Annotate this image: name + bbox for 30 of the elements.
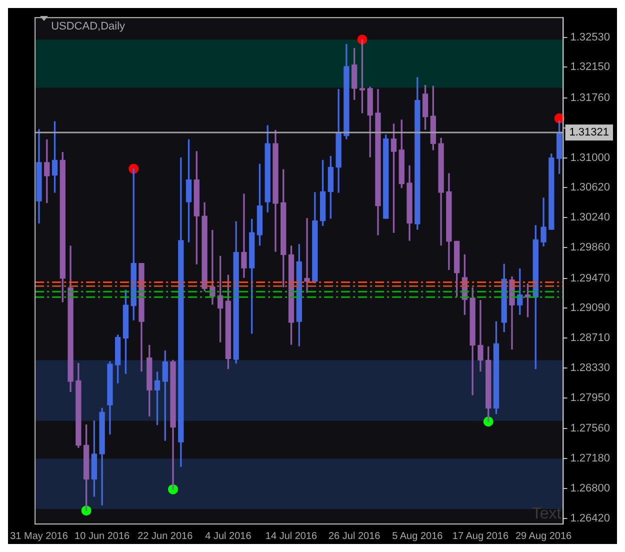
- ref-line-label: 1.31321: [569, 126, 610, 139]
- y-tick-label: 1.27560: [570, 422, 610, 435]
- y-tick-label: 1.32530: [570, 31, 610, 44]
- y-tick-label: 1.27950: [570, 392, 610, 404]
- candlestick: [241, 194, 247, 278]
- x-tick-label: 10 Jun 2016: [74, 530, 130, 542]
- y-tick-label: 1.28330: [570, 362, 610, 374]
- y-tick-label: 1.27180: [570, 452, 610, 465]
- y-tick-label: 1.29860: [570, 242, 610, 254]
- y-tick-label: 1.30240: [570, 212, 610, 224]
- x-tick-label: 29 Aug 2016: [515, 530, 572, 542]
- x-tick-label: 31 May 2016: [10, 530, 68, 542]
- x-tick-label: 5 Aug 2016: [392, 530, 444, 542]
- y-tick-label: 1.32150: [570, 61, 610, 74]
- x-tick-label: 22 Jun 2016: [138, 530, 194, 542]
- y-tick-label: 1.30620: [570, 182, 610, 194]
- y-tick-label: 1.29470: [570, 272, 610, 284]
- y-tick-label: 1.26800: [570, 482, 610, 495]
- x-tick-label: 26 Jul 2016: [328, 530, 381, 542]
- candlestick: [478, 300, 484, 372]
- chart-title: USDCAD,Daily: [51, 20, 126, 33]
- y-tick-label: 1.31000: [570, 152, 610, 164]
- y-tick-label: 1.28710: [570, 332, 610, 344]
- x-tick-label: 17 Aug 2016: [452, 530, 509, 542]
- candlestick: [304, 218, 310, 293]
- y-tick-label: 1.31760: [570, 92, 610, 104]
- x-tick-label: 14 Jul 2016: [265, 530, 318, 542]
- y-tick-label: 1.26420: [570, 512, 610, 525]
- x-tick-label: 4 Jul 2016: [205, 530, 252, 542]
- y-tick-label: 1.29090: [570, 302, 610, 314]
